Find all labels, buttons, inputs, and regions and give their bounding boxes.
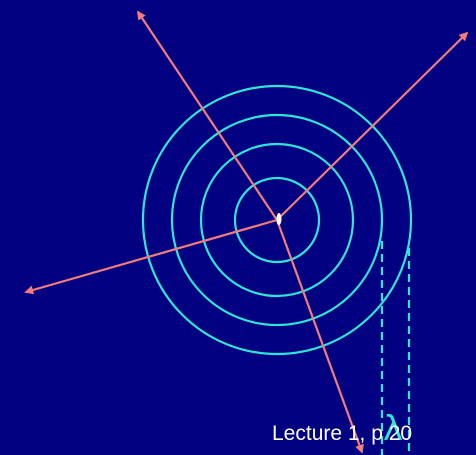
wavefront-circle xyxy=(141,84,413,356)
ray-arrow-up-right xyxy=(276,31,469,221)
ray-arrow-down xyxy=(275,219,364,454)
wavefront-circle xyxy=(199,142,355,298)
wavelength-symbol: λ xyxy=(383,409,403,449)
point-source xyxy=(276,213,282,225)
lecture-page-label: Lecture 1, p 20 xyxy=(272,422,413,445)
wavefronts xyxy=(141,84,413,356)
ray-arrow-up-left xyxy=(136,10,278,221)
rays xyxy=(24,10,469,454)
wavelength-marker xyxy=(380,241,411,455)
wavefront-circle xyxy=(170,113,384,327)
ray-arrow-left xyxy=(24,218,278,295)
wavefront-circle xyxy=(233,176,321,264)
